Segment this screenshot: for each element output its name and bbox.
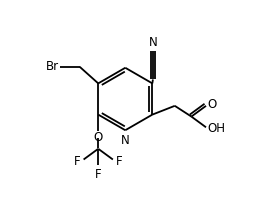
Text: F: F — [74, 155, 81, 168]
Text: N: N — [149, 36, 157, 49]
Text: F: F — [116, 155, 122, 168]
Text: OH: OH — [208, 122, 226, 135]
Text: F: F — [95, 168, 102, 182]
Text: O: O — [208, 98, 217, 111]
Text: Br: Br — [46, 60, 59, 73]
Text: N: N — [121, 134, 130, 147]
Text: O: O — [94, 131, 103, 144]
